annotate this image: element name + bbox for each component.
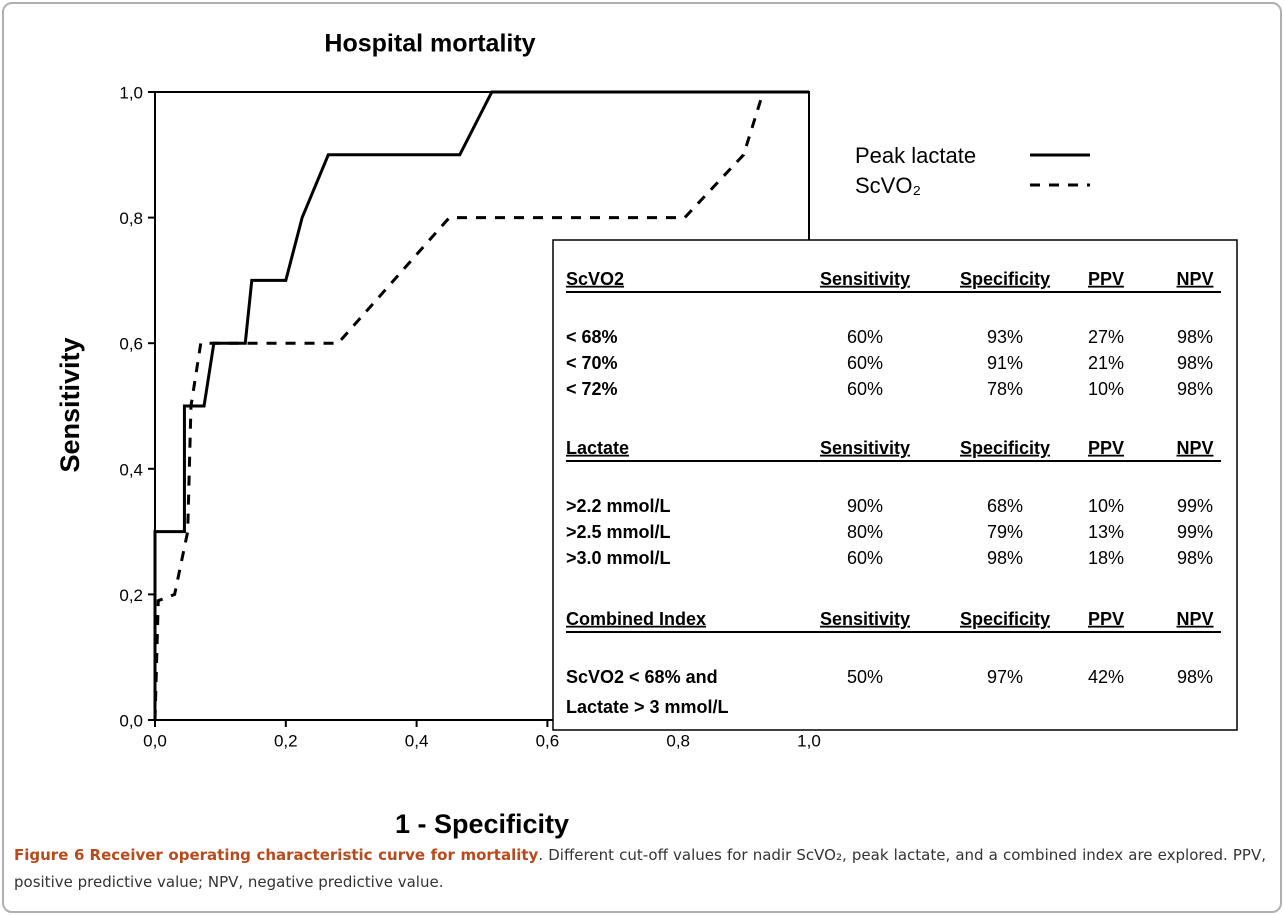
table-cell: 10% <box>1088 496 1124 516</box>
table-cell: 78% <box>987 379 1023 399</box>
caption: Figure 6 Receiver operating characterist… <box>14 842 1266 896</box>
chart: Hospital mortality 1 - Specificity Sensi… <box>55 30 1238 839</box>
caption-title: Receiver operating characteristic curve … <box>89 846 539 864</box>
y-tick-label: 0,8 <box>119 209 143 228</box>
table-cell: 42% <box>1088 667 1124 687</box>
table-cell: 99% <box>1177 496 1213 516</box>
roc-curve <box>153 90 809 721</box>
table-header: ScVO2 <box>566 269 624 289</box>
table-cell: 91% <box>987 353 1023 373</box>
x-tick-label: 0,2 <box>274 731 298 750</box>
table-cell: 80% <box>847 522 883 542</box>
y-tick-label: 0,6 <box>119 335 143 354</box>
table-cell: 97% <box>987 667 1023 687</box>
caption-label: Figure 6 <box>14 846 85 864</box>
table-header: Specificity <box>960 609 1050 629</box>
chart-title: Hospital mortality <box>324 30 535 58</box>
table-header: NPV <box>1176 609 1213 629</box>
y-tick-label: 1,0 <box>119 83 143 102</box>
table-header: Lactate <box>566 438 629 458</box>
table-cell: 60% <box>847 327 883 347</box>
table-cell: 98% <box>1177 353 1213 373</box>
table-cell: 98% <box>1177 667 1213 687</box>
table-header: Combined Index <box>566 609 706 629</box>
table-cell: 13% <box>1088 522 1124 542</box>
row-label: < 70% <box>566 353 618 373</box>
x-tick-label: 1,0 <box>797 731 821 750</box>
table-cell: 93% <box>987 327 1023 347</box>
row-label: >2.2 mmol/L <box>566 496 671 516</box>
x-tick-label: 0,0 <box>143 731 167 750</box>
table-cell: 60% <box>847 353 883 373</box>
row-label: >3.0 mmol/L <box>566 548 671 568</box>
row-label: < 68% <box>566 327 618 347</box>
table-header: NPV <box>1176 438 1213 458</box>
table-cell: 99% <box>1177 522 1213 542</box>
table-cell: 18% <box>1088 548 1124 568</box>
table-cell: 79% <box>987 522 1023 542</box>
y-tick-label: 0,0 <box>119 711 143 730</box>
y-tick-label: 0,2 <box>119 586 143 605</box>
table-cell: 98% <box>1177 327 1213 347</box>
legend-label: ScVO₂ <box>855 173 921 198</box>
y-tick-label: 0,4 <box>119 460 143 479</box>
table-cell: 60% <box>847 548 883 568</box>
table-header: Specificity <box>960 269 1050 289</box>
table-cell: 68% <box>987 496 1023 516</box>
table-cell: 90% <box>847 496 883 516</box>
row-label: ScVO2 < 68% and <box>566 667 718 687</box>
x-axis-title: 1 - Specificity <box>395 809 569 839</box>
table-cell: 60% <box>847 379 883 399</box>
table-box <box>552 239 1238 731</box>
table-cell: 98% <box>987 548 1023 568</box>
y-axis-title: Sensitivity <box>55 337 85 472</box>
table-cell: 98% <box>1177 379 1213 399</box>
legend-label: Peak lactate <box>855 143 976 168</box>
table-header: PPV <box>1088 609 1124 629</box>
row-label: < 72% <box>566 379 618 399</box>
table-header: Specificity <box>960 438 1050 458</box>
caption-text: . Different cut-off values for nadir ScV… <box>14 846 1266 891</box>
table-header: Sensitivity <box>820 438 910 458</box>
x-tick-label: 0,8 <box>666 731 690 750</box>
table-cell: 27% <box>1088 327 1124 347</box>
table-cell: 21% <box>1088 353 1124 373</box>
table-header: Sensitivity <box>820 609 910 629</box>
table-cell: 50% <box>847 667 883 687</box>
table-cell: 10% <box>1088 379 1124 399</box>
table-header: PPV <box>1088 269 1124 289</box>
row-label: Lactate > 3 mmol/L <box>566 697 729 717</box>
x-tick-label: 0,4 <box>405 731 429 750</box>
row-label: >2.5 mmol/L <box>566 522 671 542</box>
table-header: Sensitivity <box>820 269 910 289</box>
table-cell: 98% <box>1177 548 1213 568</box>
roc-curve <box>153 90 809 720</box>
x-tick-label: 0,6 <box>536 731 560 750</box>
table-header: NPV <box>1176 269 1213 289</box>
table-header: PPV <box>1088 438 1124 458</box>
